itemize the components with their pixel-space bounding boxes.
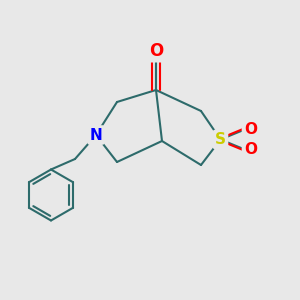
Text: O: O [149, 42, 163, 60]
Text: O: O [244, 122, 257, 136]
Text: O: O [244, 142, 257, 158]
Text: S: S [215, 132, 226, 147]
Text: N: N [90, 128, 102, 142]
